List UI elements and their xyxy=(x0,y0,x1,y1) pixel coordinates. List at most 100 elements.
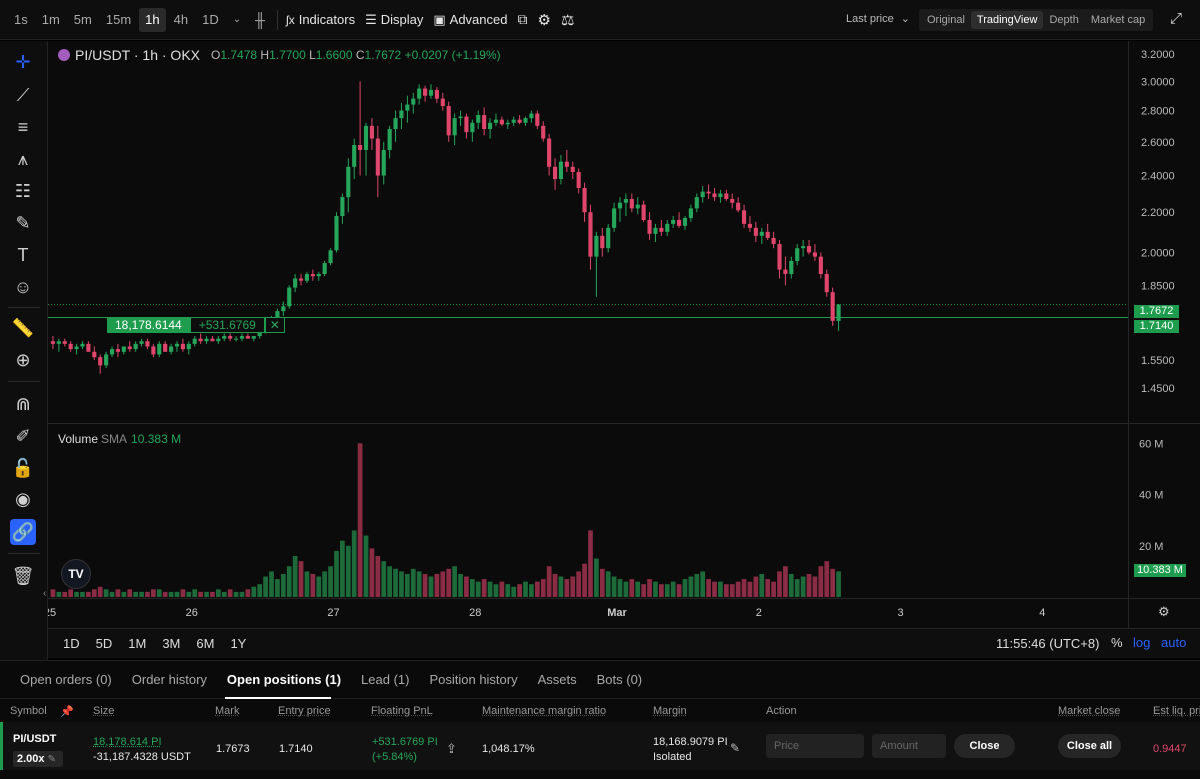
range-1m[interactable]: 1M xyxy=(128,636,146,651)
timeframe-5m[interactable]: 5m xyxy=(68,8,98,32)
tab-open-positions[interactable]: Open positions (1) xyxy=(227,672,341,687)
chart-settings-gear-icon[interactable]: ⚙ xyxy=(1158,604,1170,620)
price-chart[interactable]: 3.2000 3.0000 2.8000 2.6000 2.4000 2.2000 2.00… xyxy=(48,41,1200,628)
position-line-label[interactable]: 18,178.6144 +531.6769 ✕ xyxy=(107,317,285,333)
crosshair-icon[interactable]: ✛ xyxy=(10,49,36,75)
volume-bar xyxy=(677,584,682,597)
tab-assets[interactable]: Assets xyxy=(538,672,577,687)
link-icon[interactable]: 🔗 xyxy=(10,519,36,545)
lock-icon[interactable]: 🔓 xyxy=(10,455,36,481)
range-1y[interactable]: 1Y xyxy=(230,636,246,651)
settings-gear-icon[interactable]: ⚙ xyxy=(537,11,550,29)
close-position-icon[interactable]: ✕ xyxy=(265,317,285,333)
timeframe-dropdown-icon[interactable]: ⌄ xyxy=(227,8,247,32)
header-mmr[interactable]: Maintenance margin ratio xyxy=(482,705,606,717)
fullscreen-icon[interactable]: ⤢ xyxy=(1170,10,1182,27)
compare-scale-icon[interactable]: ⚖ xyxy=(561,11,574,29)
timeframe-1s[interactable]: 1s xyxy=(8,8,34,32)
text-icon[interactable]: T xyxy=(10,242,36,268)
candle-body xyxy=(766,232,770,238)
volume-bar xyxy=(370,548,375,597)
tab-bots[interactable]: Bots (0) xyxy=(597,672,643,687)
percent-toggle[interactable]: % xyxy=(1111,635,1123,650)
close-all-button[interactable]: Close all xyxy=(1058,734,1121,758)
volume-bar xyxy=(222,592,227,597)
volume-bar xyxy=(435,574,440,597)
header-est-liq-price[interactable]: Est liq. price xyxy=(1153,705,1200,717)
last-price-tag: 1.7672 xyxy=(1134,305,1179,318)
tab-open-orders[interactable]: Open orders (0) xyxy=(20,672,112,687)
tab-order-history[interactable]: Order history xyxy=(132,672,207,687)
tab-tradingview[interactable]: TradingView xyxy=(971,11,1044,29)
tab-position-history[interactable]: Position history xyxy=(429,672,517,687)
eye-icon[interactable]: ◉ xyxy=(10,486,36,512)
zoom-in-icon[interactable]: ⊕ xyxy=(10,347,36,373)
leverage-badge[interactable]: 2.00x ✎ xyxy=(13,751,63,767)
range-1d[interactable]: 1D xyxy=(63,636,80,651)
header-mark[interactable]: Mark xyxy=(215,705,239,717)
emoji-icon[interactable]: ☺ xyxy=(10,274,36,300)
header-entry-price[interactable]: Entry price xyxy=(278,705,331,717)
trash-icon[interactable]: 🗑 xyxy=(10,563,36,589)
lock-drawing-icon[interactable]: ✐ xyxy=(10,423,36,449)
timeframe-15m[interactable]: 15m xyxy=(100,8,137,32)
volume-bar xyxy=(228,589,233,597)
timeframe-1d[interactable]: 1D xyxy=(196,8,225,32)
log-toggle[interactable]: log xyxy=(1133,635,1150,650)
tab-depth[interactable]: Depth xyxy=(1043,11,1084,29)
magnet-icon[interactable]: ⋒ xyxy=(10,391,36,417)
time-tick-label: 26 xyxy=(186,607,198,619)
time-tick-label: 3 xyxy=(898,607,904,619)
row-mmr: 1,048.17% xyxy=(482,743,535,755)
save-layout-icon[interactable]: ⧉ xyxy=(517,11,527,28)
timeframe-4h[interactable]: 4h xyxy=(168,8,194,32)
ruler-icon[interactable]: 📏 xyxy=(10,315,36,341)
volume-bar xyxy=(68,589,73,597)
last-price-dropdown[interactable]: Last price ⌄ xyxy=(846,12,910,25)
pin-icon[interactable]: 📌 xyxy=(60,705,74,718)
tradingview-logo[interactable]: TV xyxy=(61,559,91,589)
timeframe-1h[interactable]: 1h xyxy=(139,8,165,32)
candle-type-icon[interactable]: ╫ xyxy=(249,8,271,32)
symbol-title: PI/USDT · 1h · OKX xyxy=(75,47,200,63)
range-5d[interactable]: 5D xyxy=(96,636,113,651)
header-floating-pnl[interactable]: Floating PnL xyxy=(371,705,433,717)
collapse-toolbar-icon[interactable]: ‹ xyxy=(43,588,46,599)
share-icon[interactable]: ⇪ xyxy=(446,741,457,757)
header-market-close[interactable]: Market close xyxy=(1058,705,1120,717)
display-button[interactable]: ☰ Display xyxy=(365,12,423,28)
trend-line-icon[interactable]: ⟋ xyxy=(10,82,36,108)
row-symbol[interactable]: PI/USDT xyxy=(13,733,56,745)
header-margin[interactable]: Margin xyxy=(653,705,687,717)
indicators-button[interactable]: ʃx Indicators xyxy=(286,12,355,27)
range-3m[interactable]: 3M xyxy=(162,636,180,651)
candle-body xyxy=(630,199,634,208)
close-button[interactable]: Close xyxy=(954,734,1015,758)
volume-bar xyxy=(157,589,162,597)
pitchfork-icon[interactable]: ⩚ xyxy=(10,146,36,172)
candle-body xyxy=(464,117,468,133)
header-size[interactable]: Size xyxy=(93,705,114,717)
fib-retracement-icon[interactable]: ☷ xyxy=(10,178,36,204)
volume-bar xyxy=(629,579,634,597)
volume-bar xyxy=(121,592,126,597)
candle-body xyxy=(305,274,309,281)
volume-bar xyxy=(771,582,776,597)
tab-original[interactable]: Original xyxy=(921,11,971,29)
tab-lead[interactable]: Lead (1) xyxy=(361,672,409,687)
candle-body xyxy=(417,89,421,99)
close-price-input[interactable]: Price xyxy=(766,734,864,758)
volume-bar xyxy=(198,592,203,597)
advanced-button[interactable]: ▣ Advanced xyxy=(433,12,507,28)
candle-body xyxy=(293,278,297,287)
edit-margin-icon[interactable]: ✎ xyxy=(730,741,740,755)
brush-icon[interactable]: ✎ xyxy=(10,210,36,236)
timeframe-1m[interactable]: 1m xyxy=(36,8,66,32)
horizontal-lines-icon[interactable]: ≡ xyxy=(10,114,36,140)
clock-timezone[interactable]: 11:55:46 (UTC+8) xyxy=(996,636,1099,651)
volume-bar xyxy=(240,592,245,597)
range-6m[interactable]: 6M xyxy=(196,636,214,651)
auto-toggle[interactable]: auto xyxy=(1161,635,1186,650)
close-amount-input[interactable]: Amount xyxy=(872,734,946,758)
tab-market-cap[interactable]: Market cap xyxy=(1085,11,1151,29)
